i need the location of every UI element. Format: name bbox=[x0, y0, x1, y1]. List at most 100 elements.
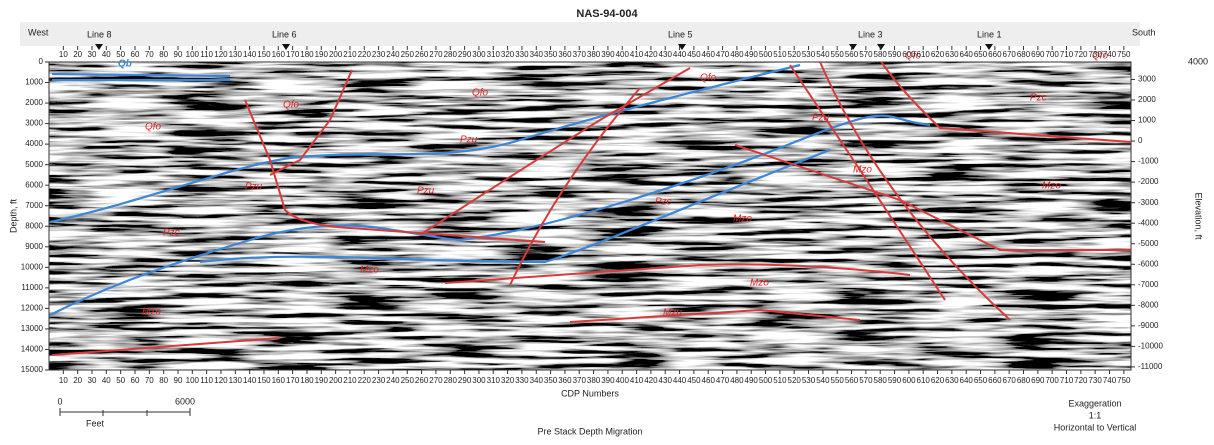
x-tick-label-top: 620 bbox=[931, 50, 945, 59]
x-tick-label: 680 bbox=[1017, 376, 1031, 385]
x-tick-label-top: 420 bbox=[644, 50, 658, 59]
y-tick-label: 3000 bbox=[25, 119, 43, 128]
y2-tick-label: -7000 bbox=[1138, 280, 1159, 289]
x-tick-label: 570 bbox=[859, 376, 873, 385]
x-tick-label: 650 bbox=[974, 376, 988, 385]
x-tick-label: 350 bbox=[544, 376, 558, 385]
x-tick-label: 70 bbox=[145, 376, 154, 385]
x-tick-label: 470 bbox=[716, 376, 730, 385]
x-tick-label-top: 150 bbox=[257, 50, 271, 59]
x-tick-label-top: 190 bbox=[315, 50, 329, 59]
unit-label: Qfo bbox=[283, 100, 300, 111]
unit-label: Mzo bbox=[360, 265, 379, 276]
x-tick-label-top: 210 bbox=[343, 50, 357, 59]
y-tick-label: 4000 bbox=[25, 139, 43, 148]
scale-bar bbox=[59, 408, 191, 416]
x-tick-label: 600 bbox=[902, 376, 916, 385]
x-tick-label: 270 bbox=[429, 376, 443, 385]
horizon bbox=[199, 148, 831, 264]
x-tick-label: 370 bbox=[573, 376, 587, 385]
x-tick-label: 110 bbox=[200, 376, 213, 385]
x-tick-label-top: 330 bbox=[515, 50, 529, 59]
y2-tick-label: -4000 bbox=[1138, 218, 1159, 227]
x-tick-label: 630 bbox=[945, 376, 959, 385]
x-tick-label-top: 500 bbox=[759, 50, 773, 59]
fault bbox=[51, 337, 281, 356]
fault bbox=[819, 62, 1011, 321]
x-tick-label-top: 250 bbox=[401, 50, 415, 59]
x-tick-label: 140 bbox=[243, 376, 257, 385]
x-tick-label: 560 bbox=[845, 376, 859, 385]
unit-label: Mzo bbox=[142, 307, 161, 318]
x-tick-label-top: 100 bbox=[186, 50, 200, 59]
x-tick-label: 390 bbox=[601, 376, 615, 385]
unit-label: Qfo bbox=[1092, 51, 1109, 62]
x-tick-label: 580 bbox=[874, 376, 888, 385]
subtitle: Pre Stack Depth Migration bbox=[537, 426, 642, 436]
y2-tick-label: -2000 bbox=[1138, 177, 1159, 186]
x-tick-label-top: 670 bbox=[1003, 50, 1017, 59]
x-tick-label: 20 bbox=[73, 376, 82, 385]
x-tick-label: 430 bbox=[659, 376, 673, 385]
x-tick-label: 490 bbox=[745, 376, 759, 385]
x-tick-label-top: 510 bbox=[773, 50, 787, 59]
y2-tick-label: -8000 bbox=[1138, 300, 1159, 309]
exaggeration-note: Horizontal to Vertical bbox=[1054, 422, 1137, 432]
y2-tick-label: 1000 bbox=[1138, 116, 1156, 125]
x-tick-label-top: 110 bbox=[200, 50, 213, 59]
x-tick-label-top: 360 bbox=[558, 50, 572, 59]
x-tick-label: 30 bbox=[88, 376, 97, 385]
unit-label: Pzc bbox=[655, 197, 672, 208]
y-tick-label: 7000 bbox=[25, 201, 43, 210]
fault bbox=[419, 67, 691, 236]
x-tick-label-top: 680 bbox=[1017, 50, 1031, 59]
unit-label: Mzu bbox=[663, 308, 682, 319]
x-tick-label: 50 bbox=[116, 376, 125, 385]
fault bbox=[734, 144, 1131, 251]
x-tick-label: 260 bbox=[415, 376, 429, 385]
x-tick-label: 610 bbox=[917, 376, 931, 385]
y2-tick-label: -1000 bbox=[1138, 157, 1159, 166]
y-tick-label: 1000 bbox=[25, 78, 43, 87]
x-tick-label: 80 bbox=[159, 376, 168, 385]
y-axis-label: Depth, ft bbox=[8, 198, 18, 233]
y-tick-label: 9000 bbox=[25, 242, 43, 251]
x-tick-label: 190 bbox=[315, 376, 329, 385]
y-tick-label: 2000 bbox=[25, 98, 43, 107]
x-tick-label: 130 bbox=[229, 376, 243, 385]
x-tick-label: 440 bbox=[673, 376, 687, 385]
x-tick-label-top: 310 bbox=[487, 50, 501, 59]
x-tick-label-top: 550 bbox=[831, 50, 845, 59]
x-tick-label-top: 440 bbox=[673, 50, 687, 59]
x-tick-label-top: 710 bbox=[1060, 50, 1074, 59]
x-tick-label: 450 bbox=[687, 376, 701, 385]
x-tick-label-top: 200 bbox=[329, 50, 343, 59]
x-tick-label: 480 bbox=[730, 376, 744, 385]
x-tick-label-top: 320 bbox=[501, 50, 515, 59]
unit-label: Pzu bbox=[812, 113, 830, 124]
x-tick-label-top: 60 bbox=[131, 50, 140, 59]
fault bbox=[509, 87, 641, 286]
x-tick-label-top: 240 bbox=[386, 50, 400, 59]
unit-label: Pzu bbox=[245, 182, 263, 193]
x-tick-label: 710 bbox=[1060, 376, 1074, 385]
y2-tick-label: -3000 bbox=[1138, 198, 1159, 207]
x-tick-label-top: 410 bbox=[630, 50, 644, 59]
horizon bbox=[51, 72, 231, 82]
x-tick-label-top: 390 bbox=[601, 50, 615, 59]
x-tick-label-top: 340 bbox=[530, 50, 544, 59]
x-tick-label-top: 450 bbox=[687, 50, 701, 59]
x-tick-label-top: 540 bbox=[816, 50, 830, 59]
x-tick-label-top: 590 bbox=[888, 50, 902, 59]
x-tick-label: 500 bbox=[759, 376, 773, 385]
x-tick-label-top: 460 bbox=[702, 50, 716, 59]
x-tick-label: 690 bbox=[1031, 376, 1045, 385]
y2-tick-label: -6000 bbox=[1138, 259, 1159, 268]
x-tick-label: 620 bbox=[931, 376, 945, 385]
x-tick-label-top: 270 bbox=[429, 50, 443, 59]
x-tick-label: 590 bbox=[888, 376, 902, 385]
x-tick-label-top: 730 bbox=[1088, 50, 1102, 59]
x-tick-label: 380 bbox=[587, 376, 601, 385]
y-tick-label: 13000 bbox=[21, 324, 44, 333]
x-tick-label-top: 170 bbox=[286, 50, 300, 59]
